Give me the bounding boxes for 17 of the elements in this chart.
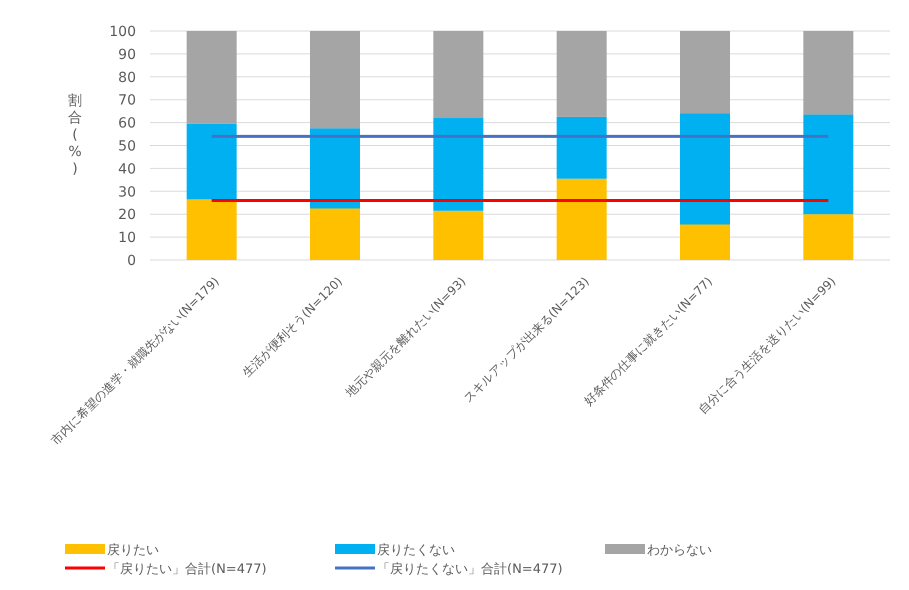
ytick: 100 xyxy=(109,24,136,40)
ytick: 80 xyxy=(118,70,136,86)
ytick: 10 xyxy=(118,230,136,246)
ytick: 40 xyxy=(118,161,136,178)
ytick: 30 xyxy=(118,184,136,200)
ytick: 50 xyxy=(118,138,136,154)
legend-label: わからない xyxy=(647,543,712,558)
ytick: 70 xyxy=(118,92,136,109)
legend-label: 戻りたくない xyxy=(377,543,455,558)
legend-label: 戻りたい xyxy=(107,543,159,558)
ytick: 20 xyxy=(118,207,136,224)
ytick: 0 xyxy=(127,253,136,269)
legend-label: 「戻りたい」合計(N=477) xyxy=(107,562,267,577)
ytick: 60 xyxy=(118,116,136,132)
ylabel: 割合(%) xyxy=(68,93,82,177)
ytick: 90 xyxy=(118,46,136,63)
legend-label: 「戻りたくない」合計(N=477) xyxy=(377,562,563,577)
